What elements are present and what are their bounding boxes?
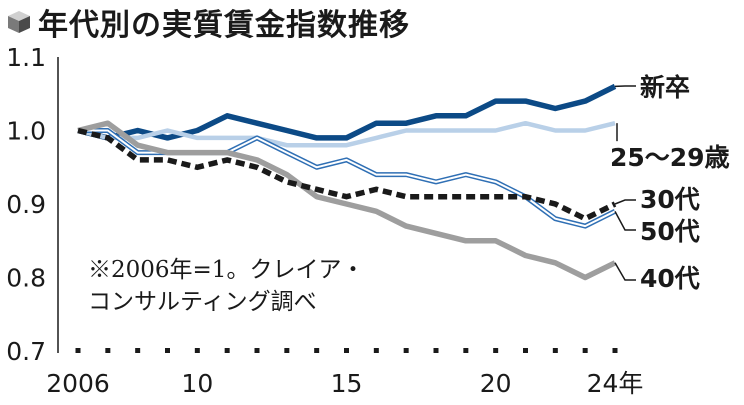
- x-tick-mark: [314, 348, 320, 353]
- x-tick-mark: [433, 348, 439, 353]
- x-tick-label: 10: [181, 369, 213, 398]
- chart-note-line-2: コンサルティング調べ: [88, 289, 317, 315]
- x-tick-mark: [582, 348, 588, 353]
- series-label: 40代: [640, 264, 700, 293]
- label-layer: 新卒 25～29歳 50代 40代 30代: [610, 73, 730, 293]
- series-label: 50代: [640, 217, 700, 246]
- x-tick-mark: [75, 348, 81, 353]
- leader-line: [614, 199, 636, 205]
- x-tick-mark: [552, 348, 558, 353]
- x-tick-mark: [165, 348, 170, 353]
- series-line-40代: [77, 120, 617, 281]
- x-tick-mark: [254, 348, 260, 353]
- x-tick-mark: [284, 348, 290, 353]
- x-tick-mark: [612, 348, 618, 353]
- x-tick-mark: [135, 348, 141, 353]
- y-tick-label: 0.9: [6, 190, 46, 219]
- x-tick-mark: [194, 348, 200, 353]
- x-tick-mark: [373, 348, 379, 353]
- x-tick-mark: [403, 348, 409, 353]
- leader-line: [614, 210, 636, 231]
- x-tick-label: 2006: [46, 369, 110, 398]
- series-label: 新卒: [640, 73, 690, 102]
- series-line-新卒: [77, 83, 617, 141]
- y-tick-label: 1.0: [6, 117, 46, 146]
- x-tick-mark: [463, 348, 469, 353]
- series-line-30代: [77, 127, 617, 222]
- chart-title-row: 年代別の実質賃金指数推移: [6, 2, 410, 43]
- y-tick-label: 0.7: [6, 337, 46, 366]
- x-tick-label: 15: [331, 369, 363, 398]
- x-tick-label: 20: [480, 369, 512, 398]
- series-line-25～29歳: [77, 120, 616, 148]
- y-tick-label: 1.1: [6, 43, 46, 72]
- x-tick-mark: [105, 348, 111, 353]
- x-tick-mark: [224, 348, 230, 353]
- series-label: 25～29歳: [610, 143, 730, 172]
- x-tick-mark: [523, 348, 528, 353]
- x-tick-label: 24年: [587, 369, 644, 398]
- series-layer: [77, 83, 617, 281]
- x-tick-mark: [493, 348, 499, 353]
- chart-note-line-1: ※2006年=1。クレイア・: [88, 257, 365, 283]
- series-label: 30代: [640, 185, 700, 214]
- chart-title: 年代別の実質賃金指数推移: [38, 8, 410, 43]
- chart-note: ※2006年=1。クレイア・ コンサルティング調べ: [88, 254, 364, 318]
- cube-icon: [8, 11, 30, 33]
- leader-line: [614, 262, 636, 281]
- y-tick-label: 0.8: [6, 264, 46, 293]
- x-tick-mark: [344, 348, 349, 353]
